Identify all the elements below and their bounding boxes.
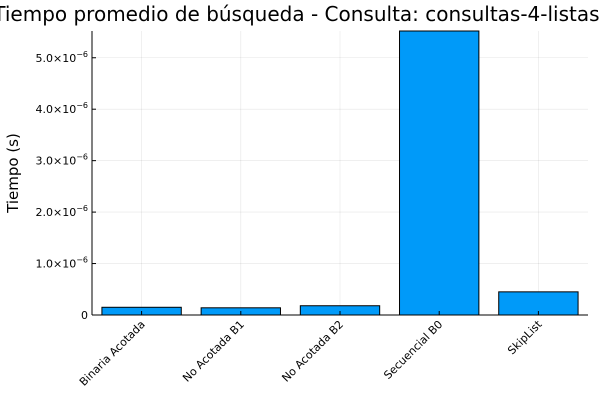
y-tick-label: 4.0×10−6: [35, 101, 88, 116]
bar: [399, 30, 480, 316]
y-tick-label: 1.0×10−6: [35, 256, 88, 271]
chart-title: Tiempo promedio de búsqueda - Consulta: …: [0, 2, 600, 26]
y-tick-label: 2.0×10−6: [35, 204, 88, 219]
y-tick-label: 0: [81, 309, 88, 322]
y-tick-label: 3.0×10−6: [35, 153, 88, 168]
y-tick-label: 5.0×10−6: [35, 50, 88, 65]
y-axis-label: Tiempo (s): [4, 133, 22, 214]
y-ticks: 0 1.0×10−6 2.0×10−6 3.0×10−6 4.0×10−6 5.0×10−…: [35, 50, 96, 322]
